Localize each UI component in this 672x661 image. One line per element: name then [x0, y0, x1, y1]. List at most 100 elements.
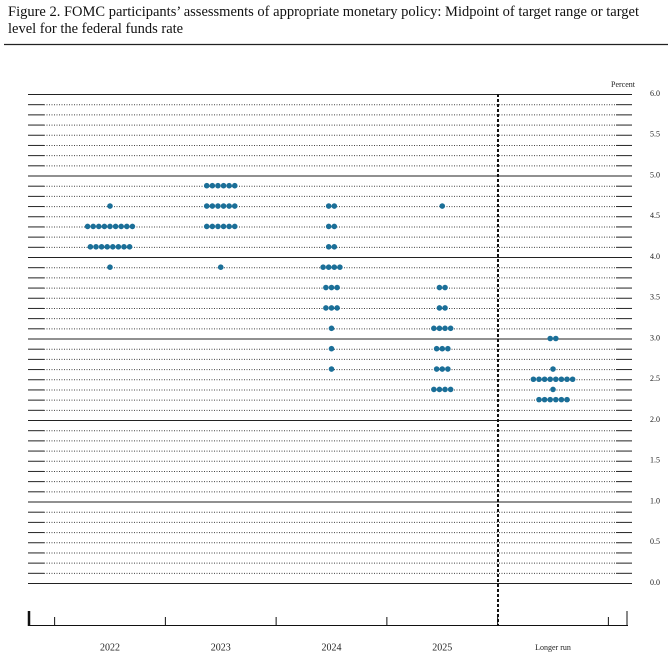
- dot: [325, 203, 332, 209]
- x-tick-label: 2023: [211, 642, 231, 653]
- dot: [553, 396, 559, 403]
- dot: [569, 376, 576, 383]
- dot: [564, 376, 570, 383]
- y-tick-label: 0.0: [650, 578, 660, 587]
- dot: [442, 305, 448, 311]
- y-tick-label: 4.0: [650, 252, 660, 261]
- dot: [226, 182, 232, 189]
- dot: [126, 244, 133, 250]
- dot: [331, 264, 338, 270]
- dot: [107, 203, 113, 209]
- dot: [325, 264, 332, 270]
- dot: [564, 396, 570, 403]
- dot: [104, 244, 110, 250]
- x-tick-label: Longer run: [535, 643, 571, 652]
- dot: [536, 376, 542, 383]
- dot: [337, 264, 343, 270]
- dot: [107, 264, 113, 270]
- dot: [550, 366, 556, 372]
- dot: [231, 223, 238, 230]
- dot: [203, 223, 210, 230]
- dot: [553, 376, 559, 383]
- dot: [433, 366, 440, 372]
- dot: [325, 223, 332, 230]
- dot: [328, 325, 335, 332]
- dot: [110, 244, 116, 250]
- dot: [536, 396, 542, 403]
- dot: [215, 182, 221, 189]
- dot: [215, 223, 221, 230]
- dot: [442, 284, 448, 291]
- y-tick-label: 0.5: [650, 537, 660, 546]
- y-tick-label: 5.5: [650, 130, 660, 139]
- dot: [101, 223, 108, 230]
- dot: [323, 284, 329, 291]
- dot: [431, 325, 437, 332]
- dot: [112, 223, 119, 230]
- dot: [547, 376, 553, 383]
- dot: [447, 325, 454, 332]
- dot: [320, 264, 326, 270]
- dot: [107, 223, 113, 230]
- dot: [547, 396, 553, 403]
- y-tick-label: 1.5: [650, 456, 660, 465]
- dot: [436, 386, 443, 393]
- dot: [439, 366, 446, 372]
- dot: [226, 223, 232, 230]
- dot: [215, 203, 221, 209]
- y-axis-label: Percent: [611, 80, 636, 89]
- x-tick-label: 2025: [432, 642, 452, 653]
- dot: [93, 244, 99, 250]
- dot: [331, 203, 338, 209]
- y-tick-label: 2.5: [650, 374, 660, 383]
- dot: [558, 396, 565, 403]
- dot: [447, 386, 454, 393]
- y-tick-label: 2.0: [650, 415, 660, 424]
- dot: [328, 366, 335, 372]
- dot: [90, 223, 96, 230]
- dot: [209, 203, 216, 209]
- dot: [547, 335, 553, 342]
- dot: [433, 345, 440, 352]
- dot: [436, 284, 443, 291]
- y-tick-label: 3.0: [650, 333, 660, 342]
- dot: [541, 396, 548, 403]
- dot: [442, 386, 448, 393]
- dot: [431, 386, 437, 393]
- dot: [121, 244, 127, 250]
- dot: [203, 182, 210, 189]
- y-tick-label: 1.0: [650, 496, 660, 505]
- dot: [231, 182, 238, 189]
- dot: [530, 376, 537, 383]
- dot: [124, 223, 130, 230]
- dot: [331, 223, 338, 230]
- dot: [541, 376, 548, 383]
- dot: [203, 203, 210, 209]
- dot: [118, 223, 124, 230]
- dot: [558, 376, 565, 383]
- dot: [220, 182, 227, 189]
- dot: [328, 345, 335, 352]
- dot: [96, 223, 102, 230]
- dot: [553, 335, 559, 342]
- dot: [209, 182, 216, 189]
- dot: [550, 386, 556, 393]
- dot: [217, 264, 224, 270]
- dot: [328, 284, 335, 291]
- dot: [231, 203, 238, 209]
- dot: [445, 366, 451, 372]
- y-tick-label: 4.5: [650, 211, 660, 220]
- chart-title: Figure 2. FOMC participants’ assessments…: [8, 4, 640, 37]
- dot: [220, 223, 227, 230]
- dot: [209, 223, 216, 230]
- dot: [87, 244, 94, 250]
- dot: [226, 203, 232, 209]
- dot: [325, 244, 332, 250]
- y-tick-label: 6.0: [650, 89, 660, 98]
- dot: [334, 284, 340, 291]
- dot: [323, 305, 329, 311]
- dot: [439, 203, 446, 209]
- dot: [98, 244, 105, 250]
